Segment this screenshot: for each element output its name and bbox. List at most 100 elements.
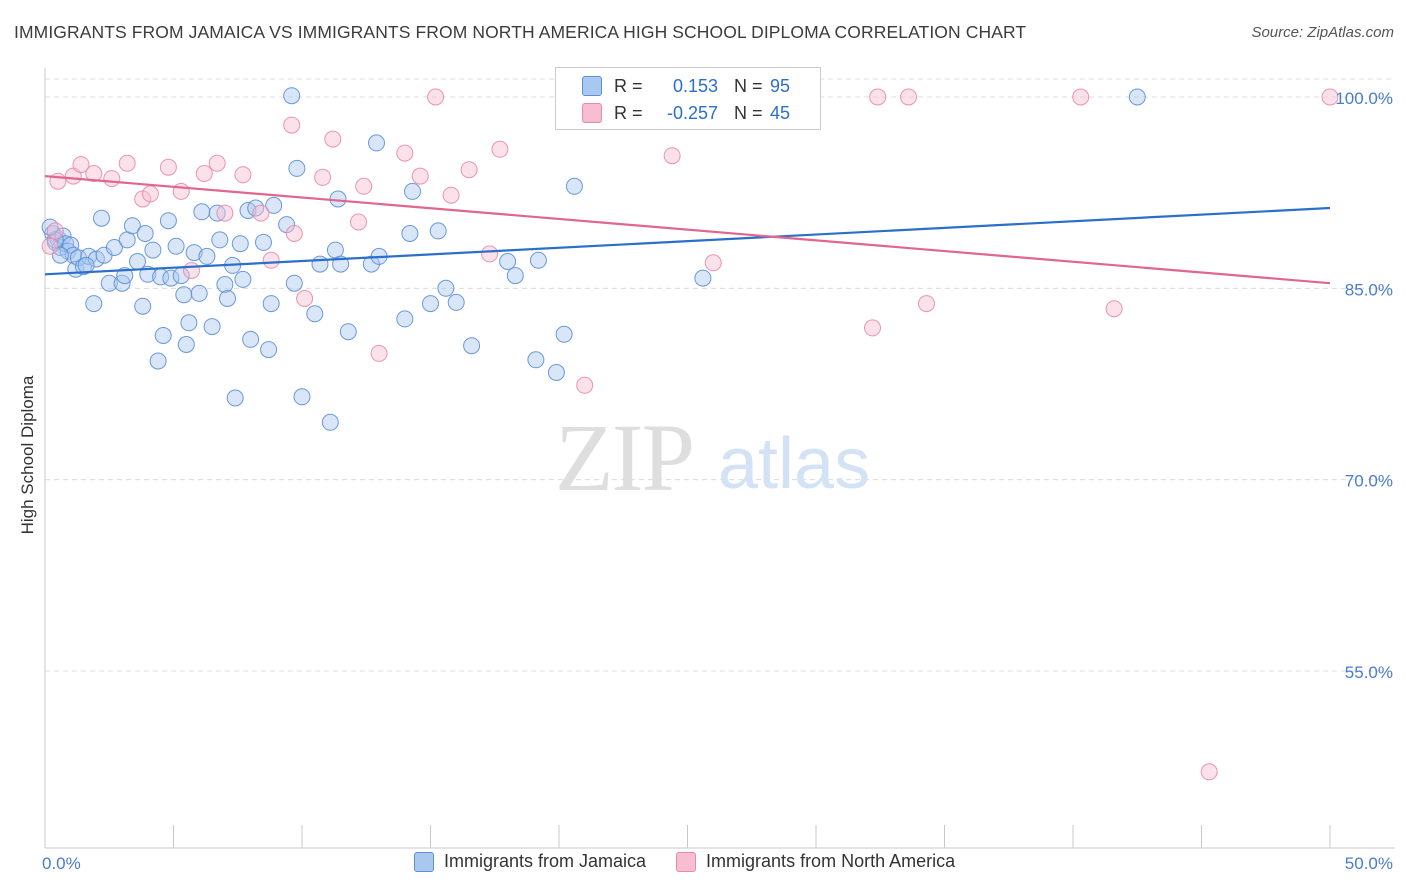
data-point-jamaica [247,199,265,217]
y-tick-label: 100.0% [1335,89,1393,108]
tick-labels: 100.0% 85.0% 70.0% 55.0% 0.0% 50.0% [42,89,1393,873]
data-point-jamaica [555,325,573,343]
legend-label-jamaica: Immigrants from Jamaica [444,851,647,871]
data-point-jamaica [62,236,80,254]
data-point-jamaica [255,233,272,251]
data-point-north-america [427,88,445,106]
stats-swatch-jamaica [582,76,602,96]
data-point-north-america [442,186,460,204]
data-point-jamaica [565,177,583,195]
data-point-jamaica [100,274,118,292]
data-point-north-america [103,170,121,188]
stats-r-label: R = [614,75,643,96]
data-point-jamaica [547,364,565,381]
data-point-jamaica [116,267,134,285]
data-point-north-america [350,213,367,231]
data-point-jamaica [193,203,211,221]
data-point-jamaica [447,293,465,311]
stats-n-value: 45 [770,102,791,123]
data-point-jamaica [144,241,162,259]
data-point-jamaica [321,413,339,431]
data-point-north-america [159,158,177,176]
data-point-jamaica [134,297,152,315]
legend-item-north-america[interactable]: Immigrants from North America [676,851,955,872]
data-point-jamaica [231,235,249,253]
stats-swatch-north-america [582,103,602,123]
data-point-jamaica [260,341,278,359]
data-point-jamaica [529,251,547,269]
legend-label-north-america: Immigrants from North America [706,851,956,871]
axes [44,68,1395,849]
data-point-jamaica [527,351,545,369]
data-point-jamaica [1128,88,1146,106]
data-point-jamaica [190,284,208,302]
legend: Immigrants from Jamaica Immigrants from … [414,851,985,872]
data-point-jamaica [694,269,712,287]
watermark-zip: ZIP [555,404,693,511]
data-point-north-america [460,161,478,179]
chart-title: IMMIGRANTS FROM JAMAICA VS IMMIGRANTS FR… [14,22,1027,42]
data-point-jamaica [162,269,180,287]
data-point-jamaica [429,222,447,240]
trend-line-north-america [44,175,1331,285]
data-point-jamaica [159,212,177,230]
trend-line-jamaica [44,206,1331,276]
data-point-jamaica [77,256,95,274]
data-point-north-america [491,140,509,158]
x-tick-label: 50.0% [1345,854,1393,873]
data-point-north-america [172,182,190,200]
data-point-jamaica [136,225,154,242]
stats-n-label: N = [734,75,763,96]
data-point-jamaica [463,337,481,355]
data-point-north-america [1321,88,1339,106]
data-point-north-america [183,262,200,279]
data-point-north-america [46,222,64,240]
legend-swatch-north-america [676,851,697,872]
watermark-atlas: atlas [718,424,870,504]
data-point-north-america [869,88,887,106]
data-point-north-america [283,116,301,134]
data-point-north-america [918,295,935,313]
stats-r-value: 0.153 [672,75,718,96]
data-point-jamaica [175,286,193,304]
data-point-jamaica [93,209,110,227]
data-point-north-america [141,185,159,203]
data-point-jamaica [105,239,123,256]
watermark: ZIP atlas [555,404,870,511]
data-point-north-america [1105,300,1123,318]
data-point-north-america [1200,763,1218,781]
data-point-north-america [864,319,881,337]
data-point-jamaica [123,217,141,235]
stats-r-value: -0.257 [666,102,718,123]
stats-r-label: R = [614,102,643,123]
y-tick-label: 85.0% [1345,280,1393,299]
data-point-north-america [370,344,388,362]
data-point-north-america [252,204,270,222]
data-points [41,87,1339,781]
data-point-north-america [118,154,136,172]
data-point-north-america [41,237,59,255]
data-point-jamaica [396,310,414,328]
data-point-jamaica [85,295,103,313]
data-point-jamaica [283,87,301,105]
data-point-north-america [900,88,917,106]
data-point-jamaica [262,295,280,313]
data-point-jamaica [180,314,198,332]
data-point-jamaica [203,318,221,336]
data-point-north-america [195,165,213,182]
data-point-jamaica [242,330,260,348]
trend-lines [44,175,1331,285]
data-point-north-america [216,204,234,222]
data-point-north-america [481,245,499,263]
source-label: Source: ZipAtlas.com [1251,24,1394,41]
data-point-jamaica [129,253,146,270]
data-point-jamaica [167,237,185,255]
data-point-north-america [85,165,103,182]
data-point-jamaica [499,253,517,270]
data-point-jamaica [226,389,244,407]
data-point-north-america [396,144,414,162]
legend-item-jamaica[interactable]: Immigrants from Jamaica [414,851,646,872]
data-point-jamaica [339,323,357,341]
data-point-jamaica [293,388,311,406]
